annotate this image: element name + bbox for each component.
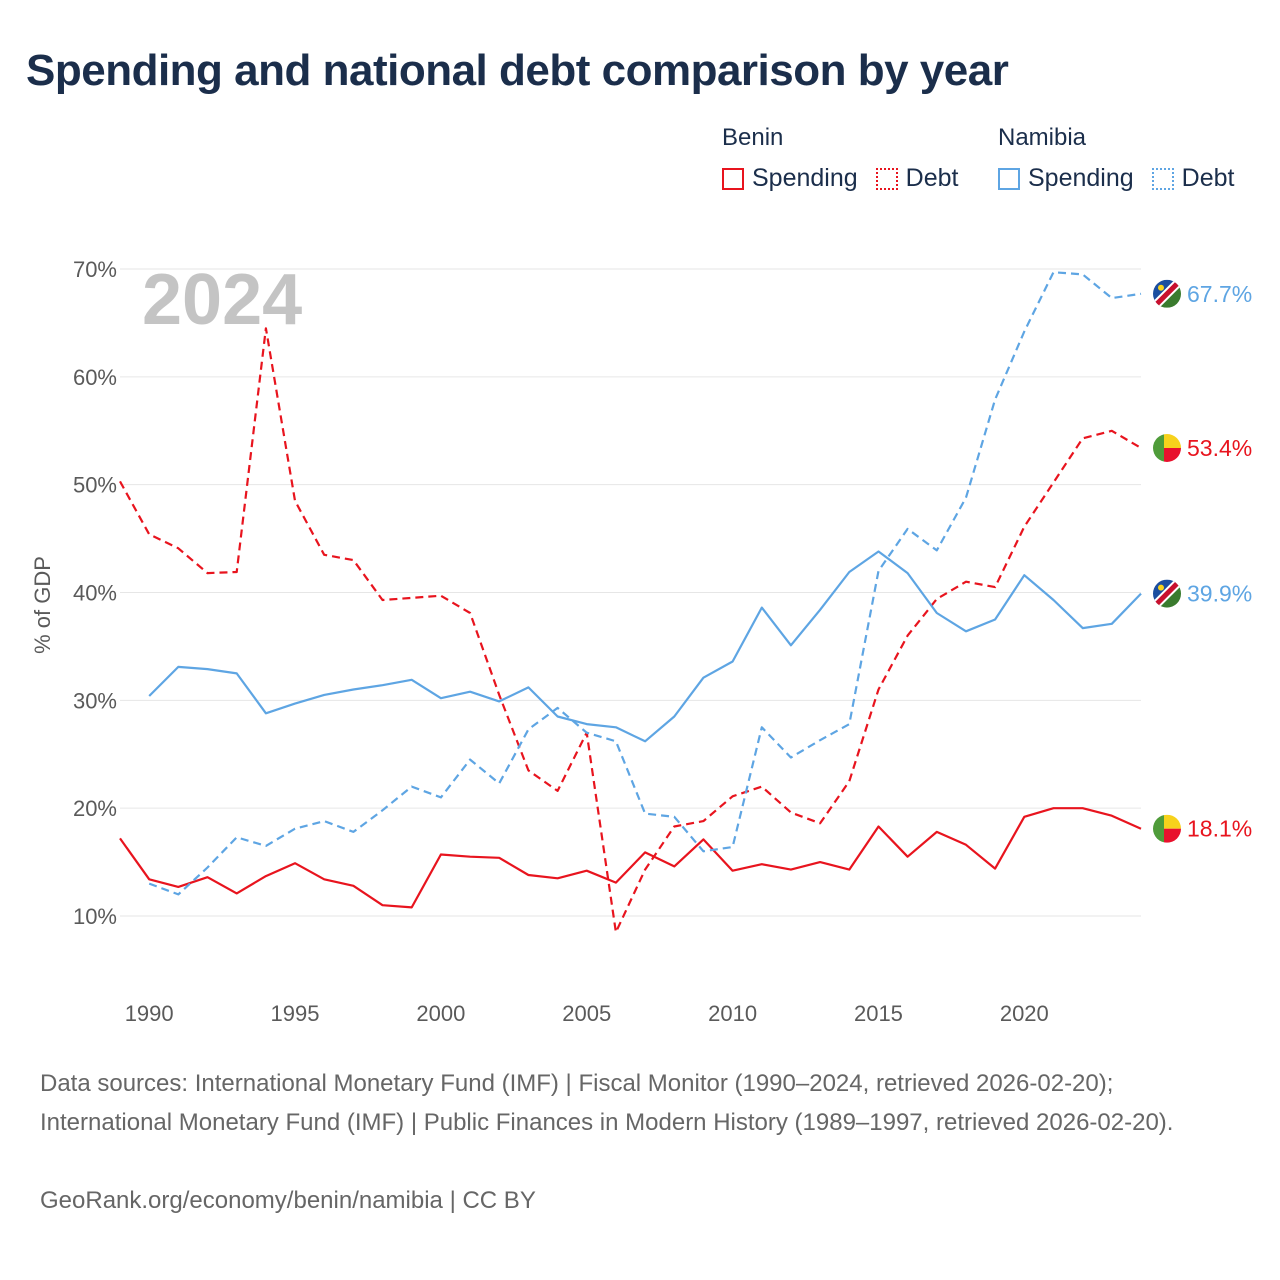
legend-group-name: Benin [722, 124, 784, 151]
chart-title: Spending and national debt comparison by… [26, 46, 1009, 95]
x-tick-label: 1990 [125, 1001, 174, 1026]
y-tick-label: 40% [73, 581, 117, 606]
y-axis-label: % of GDP [30, 556, 55, 654]
x-tick-label: 1995 [271, 1001, 320, 1026]
x-tick-label: 2010 [708, 1001, 757, 1026]
legend-item-namibia-debt[interactable]: Debt [1151, 164, 1235, 193]
end-value-label: 67.7% [1187, 281, 1252, 307]
gridlines [120, 268, 1141, 917]
x-tick-label: 2015 [854, 1001, 903, 1026]
legend-item-benin-spending[interactable]: Spending [722, 164, 858, 193]
data-sources: Data sources: International Monetary Fun… [40, 1070, 1174, 1136]
year-watermark: 2024 [142, 260, 302, 340]
y-tick-label: 20% [73, 796, 117, 821]
x-tick-label: 2000 [416, 1001, 465, 1026]
y-tick-label: 10% [73, 904, 117, 929]
legend-item-label: Spending [1028, 164, 1134, 192]
x-tick-label: 2005 [562, 1001, 611, 1026]
legend-swatch-dotted [1151, 167, 1174, 190]
series-line-namibia-spending[interactable] [148, 550, 1142, 743]
credit-link[interactable]: GeoRank.org/economy/benin/namibia | CC B… [40, 1187, 536, 1214]
series-lines [119, 271, 1142, 934]
benin-flag-icon [1153, 434, 1181, 462]
y-tick-label: 50% [73, 473, 117, 498]
legend-item-namibia-spending[interactable]: Spending [998, 164, 1134, 193]
series-line-benin-debt[interactable] [119, 327, 1142, 934]
x-tick-label: 2020 [1000, 1001, 1049, 1026]
legend-item-label: Spending [752, 164, 858, 192]
legend-item-label: Debt [905, 164, 959, 192]
legend-item-label: Debt [1181, 164, 1235, 192]
y-tick-label: 30% [73, 688, 117, 713]
legend-item-benin-debt[interactable]: Debt [875, 164, 959, 193]
y-tick-label: 60% [73, 365, 117, 390]
legend-group-name: Namibia [998, 124, 1087, 151]
namibia-flag-icon [1153, 579, 1181, 608]
benin-flag-icon [1153, 814, 1181, 843]
x-axis-ticks: 1990 1995 2000 2005 2010 2015 2020 [125, 1001, 1049, 1026]
series-line-benin-spending[interactable] [119, 807, 1142, 909]
line-chart: 10% 20% 30% 40% 50% 60% 70% 1990 1995 2000 2005 20… [30, 257, 1252, 1026]
legend-group-namibia: Namibia Spending Debt [998, 122, 1252, 193]
end-value-label: 39.9% [1187, 581, 1252, 607]
series-line-namibia-debt[interactable] [148, 271, 1142, 896]
legend-swatch-dotted [875, 167, 898, 190]
legend-group-benin: Benin Spending Debt [722, 122, 976, 193]
end-value-label: 53.4% [1187, 435, 1252, 461]
end-value-label: 18.1% [1187, 816, 1252, 842]
namibia-flag-icon [1153, 279, 1181, 308]
legend-swatch-solid [998, 167, 1020, 190]
y-tick-label: 70% [73, 257, 117, 282]
y-axis-ticks: 10% 20% 30% 40% 50% 60% 70% [73, 257, 117, 929]
end-labels: 18.1% 53.4% 39.9% 67.7% [1153, 279, 1252, 843]
legend-swatch-solid [722, 167, 744, 190]
